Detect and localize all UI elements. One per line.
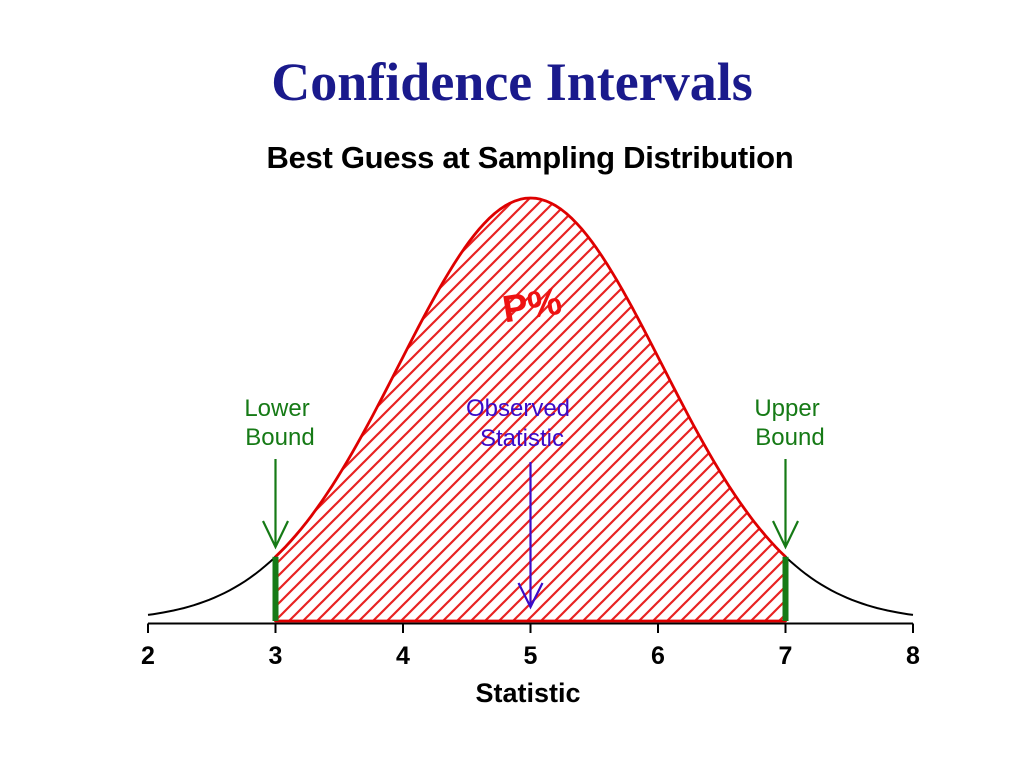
- x-tick-label: 6: [651, 642, 665, 670]
- x-tick-label: 5: [524, 642, 538, 670]
- x-tick-label: 3: [269, 642, 283, 670]
- x-axis-title: Statistic: [475, 678, 580, 708]
- x-tick-label: 2: [141, 642, 155, 670]
- lower-bound-arrow: [262, 459, 289, 550]
- lower-bound-label-line1: Lower: [244, 395, 309, 422]
- plot-geometry: 2 3 4 5 6 7 8: [141, 196, 920, 670]
- x-tick-label: 8: [906, 642, 920, 670]
- observed-statistic-label-line1: Observed: [466, 395, 570, 422]
- upper-bound-bar: [782, 556, 789, 621]
- slide-title: Confidence Intervals: [271, 52, 752, 112]
- x-tick-label: 7: [779, 642, 793, 670]
- lower-bound-label-line2: Bound: [245, 424, 314, 451]
- density-curve-left-tail: [147, 556, 277, 616]
- lower-bound-arrowhead: [262, 520, 289, 550]
- observed-statistic-label-line2: Statistic: [480, 425, 564, 452]
- observed-statistic-arrowhead: [517, 582, 544, 610]
- p-percent-label: P%: [500, 281, 565, 332]
- upper-bound-arrow: [772, 459, 799, 550]
- upper-bound-label-line2: Bound: [755, 424, 824, 451]
- density-curve-right-tail: [784, 556, 914, 616]
- upper-bound-arrowhead: [772, 520, 799, 550]
- upper-bound-label-line1: Upper: [754, 395, 819, 422]
- shaded-region-p-percent: [274, 196, 787, 623]
- observed-statistic-arrow: [517, 462, 544, 610]
- chart-title: Best Guess at Sampling Distribution: [267, 140, 794, 175]
- lower-bound-bar: [272, 556, 279, 621]
- x-tick-label: 4: [396, 642, 410, 670]
